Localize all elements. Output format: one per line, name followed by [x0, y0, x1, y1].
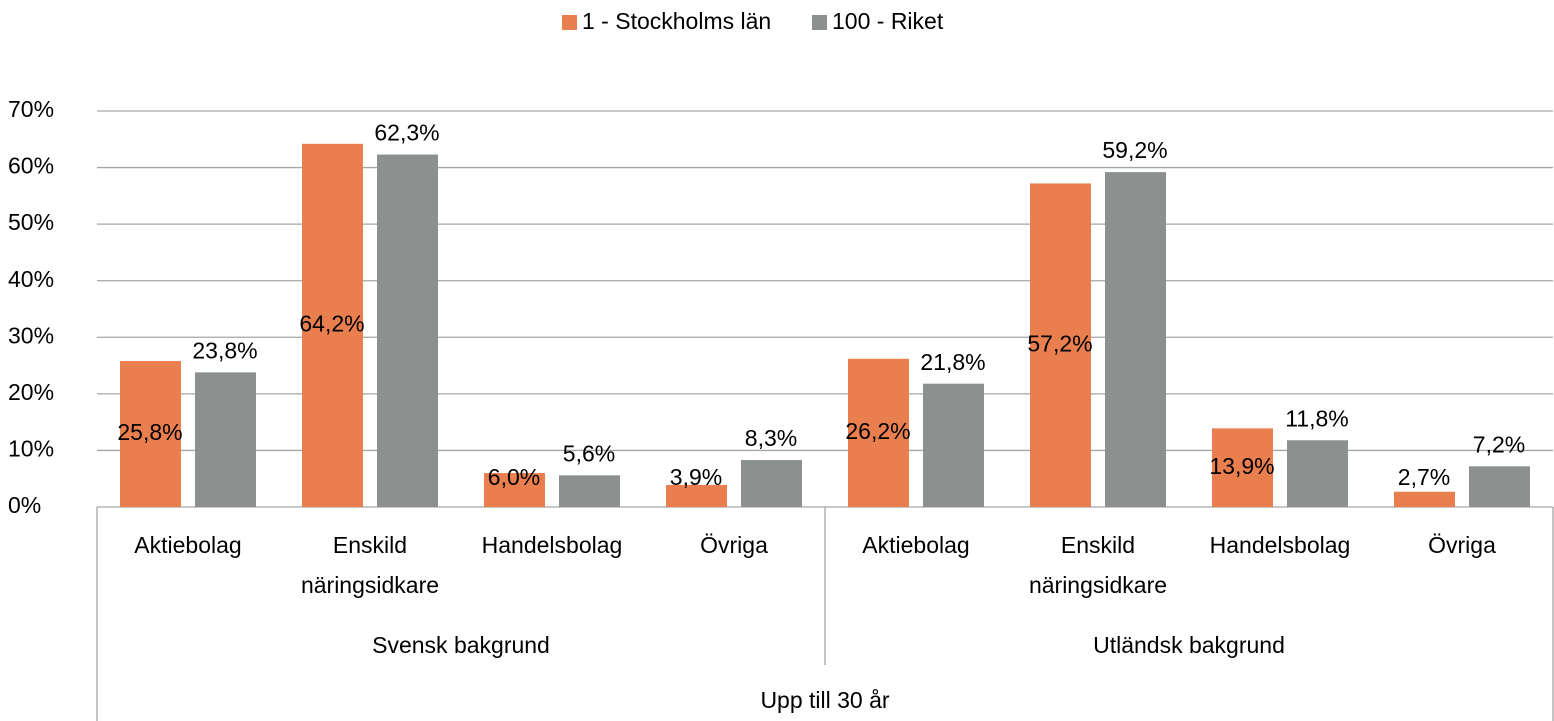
data-label: 21,8%: [920, 349, 985, 375]
data-label: 3,9%: [670, 464, 722, 490]
data-label: 64,2%: [299, 310, 364, 336]
data-label: 25,8%: [117, 419, 182, 445]
data-label: 59,2%: [1102, 137, 1167, 163]
y-tick-label: 40%: [8, 266, 54, 292]
x-tick-label: Handelsbolag: [481, 532, 623, 558]
supergroup-label: Upp till 30 år: [760, 687, 890, 713]
legend-label: 1 - Stockholms län: [582, 8, 771, 34]
legend-swatch: [562, 15, 577, 30]
y-tick-label: 70%: [8, 96, 54, 122]
bar: [666, 484, 727, 507]
bar: [195, 372, 256, 507]
y-tick-label: 30%: [8, 322, 54, 348]
bar: [1212, 428, 1273, 507]
data-label: 62,3%: [374, 120, 439, 146]
data-label: 26,2%: [845, 418, 910, 444]
data-label: 7,2%: [1473, 431, 1525, 457]
x-tick-label: Handelsbolag: [1209, 532, 1351, 558]
bar: [848, 358, 909, 507]
x-tick-label: Aktiebolag: [134, 532, 242, 558]
data-label: 5,6%: [563, 440, 615, 466]
x-tick-label: Enskild näringsidkare: [300, 532, 440, 598]
bar: [302, 143, 363, 507]
bar: [1287, 440, 1348, 507]
group-label: Svensk bakgrund: [372, 632, 550, 658]
x-tick-label: Enskild näringsidkare: [1028, 532, 1168, 598]
legend-swatch: [812, 15, 827, 30]
bar: [377, 154, 438, 507]
data-label: 2,7%: [1398, 464, 1450, 490]
x-tick-label: Övriga: [1428, 532, 1496, 558]
x-tick-label: Övriga: [700, 532, 768, 558]
bar: [1469, 466, 1530, 507]
legend-label: 100 - Riket: [832, 8, 944, 34]
y-tick-label: 60%: [8, 153, 54, 179]
data-label: 57,2%: [1027, 330, 1092, 356]
y-tick-label: 10%: [8, 436, 54, 462]
bar: [923, 383, 984, 507]
x-tick-label: Aktiebolag: [862, 532, 970, 558]
group-label: Utländsk bakgrund: [1093, 632, 1285, 658]
bar: [559, 475, 620, 507]
bar: [1030, 183, 1091, 507]
y-tick-label: 0%: [8, 492, 41, 518]
y-tick-label: 20%: [8, 379, 54, 405]
bar: [1394, 491, 1455, 507]
bar: [120, 361, 181, 507]
data-label: 6,0%: [488, 464, 540, 490]
data-label: 11,8%: [1285, 405, 1349, 431]
bar: [484, 473, 545, 507]
data-label: 8,3%: [745, 425, 797, 451]
data-label: 23,8%: [192, 337, 257, 363]
y-tick-label: 50%: [8, 209, 54, 235]
bar: [1105, 172, 1166, 507]
bar: [741, 460, 802, 507]
data-label: 13,9%: [1209, 453, 1274, 479]
